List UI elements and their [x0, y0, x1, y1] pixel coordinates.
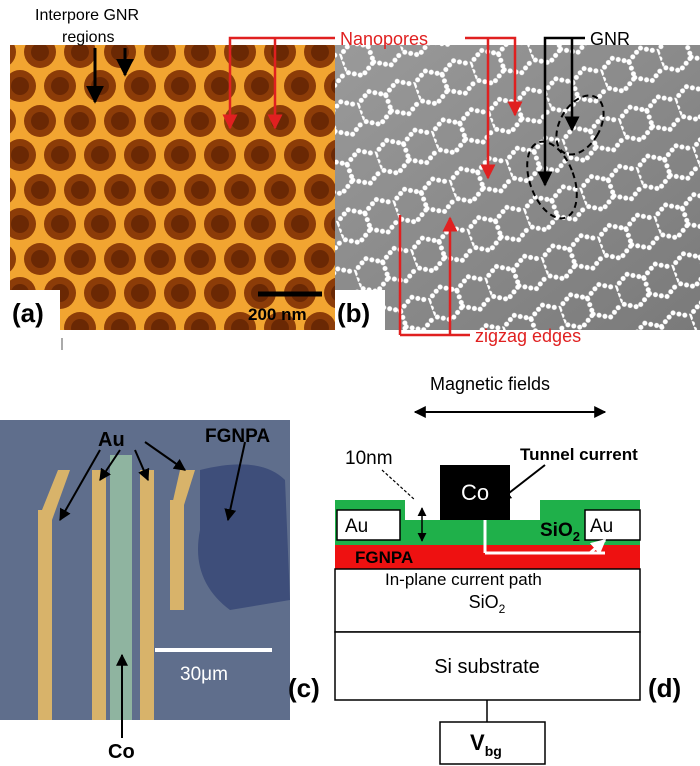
co-contact: [440, 465, 510, 520]
subscript: 2: [499, 602, 506, 616]
au-contact: [336, 509, 401, 541]
label: Co: [461, 480, 489, 505]
label: FGNPA: [355, 548, 413, 567]
label: Au: [345, 516, 368, 537]
highlight: [555, 94, 605, 156]
annotation: GNR: [590, 29, 630, 49]
label: SiO: [540, 520, 573, 541]
label: V: [470, 730, 485, 755]
annotation: regions: [62, 29, 114, 46]
label: 10nm: [345, 448, 393, 469]
annotation: Co: [108, 741, 135, 763]
annotation: FGNPA: [205, 426, 270, 447]
panel-label: (d): [648, 673, 681, 703]
subscript: 2: [573, 529, 580, 544]
electrodes: [38, 470, 195, 720]
label: Si substrate: [434, 656, 540, 678]
label: SiO2: [540, 520, 580, 544]
scale-label: 200 nm: [248, 305, 307, 324]
label: Tunnel current: [520, 445, 638, 464]
label: SiO: [469, 592, 499, 612]
annotation: Magnetic fields: [430, 374, 550, 394]
annotation: Au: [98, 429, 125, 451]
panel-label: (a): [12, 298, 44, 328]
panel-label: (b): [337, 298, 370, 328]
arrows: [59, 441, 246, 738]
fgnpa-layer: [335, 545, 640, 569]
current-path: [483, 520, 605, 553]
co-strip: [110, 455, 132, 720]
flake: [198, 464, 290, 610]
annotation: zigzag edges: [475, 326, 581, 346]
substrate-box: [334, 631, 641, 701]
arrow: [499, 464, 546, 501]
oxide-box: [334, 568, 641, 633]
label: In-plane current path: [385, 570, 542, 589]
panel-label: (c): [288, 673, 320, 703]
leader: [381, 469, 416, 501]
label: Vbg: [470, 730, 502, 759]
arrow: [465, 36, 523, 117]
arrow: [222, 36, 335, 130]
label: SiO2: [469, 592, 506, 616]
subscript: bg: [485, 743, 502, 759]
annotation: Interpore GNR: [35, 7, 139, 24]
scale-label: 30μm: [180, 664, 228, 685]
afm-image: [10, 45, 335, 330]
lattice: [335, 45, 700, 330]
arrow: [398, 215, 450, 335]
gate-box: [439, 721, 546, 765]
label-box: [10, 290, 60, 330]
oxide-layer: [335, 500, 640, 545]
label: Au: [590, 516, 613, 537]
annotation: Nanopores: [340, 29, 428, 49]
label-box: [335, 290, 385, 330]
